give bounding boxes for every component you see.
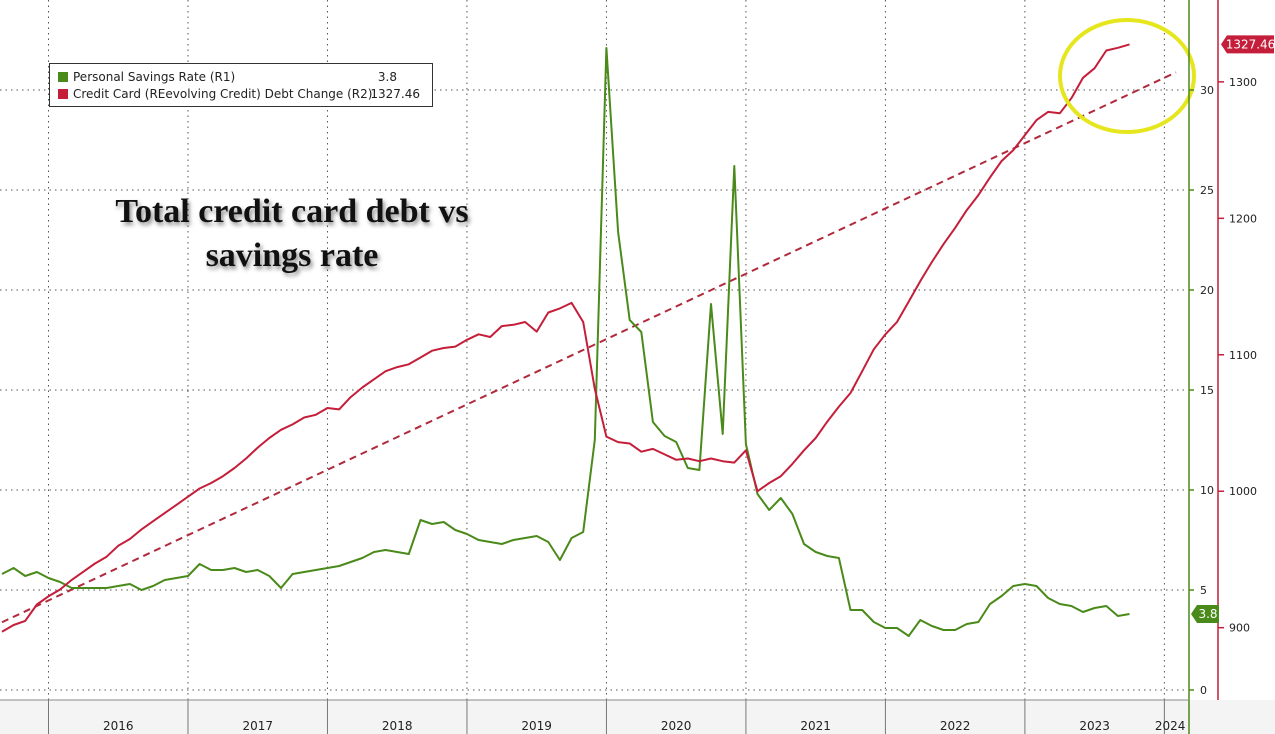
x-tick-label: 2017 bbox=[242, 719, 273, 733]
legend-swatch-savings bbox=[58, 72, 68, 82]
r2-tick-label: 1200 bbox=[1229, 212, 1257, 225]
x-tick-label: 2024 bbox=[1155, 719, 1186, 733]
x-tick-label: 2020 bbox=[661, 719, 692, 733]
r1-tick-label: 30 bbox=[1200, 84, 1214, 97]
credit-last-value-badge-shape bbox=[1221, 35, 1274, 54]
credit-last-value-badge-text: 1327.46 bbox=[1226, 37, 1275, 51]
legend-label-credit: Credit Card (REevolving Credit) Debt Cha… bbox=[73, 87, 373, 101]
legend-item-savings: Personal Savings Rate (R1) 3.8 bbox=[58, 69, 432, 86]
savings-last-value-badge-shape bbox=[1191, 605, 1219, 623]
trend-line-layer bbox=[1, 71, 1177, 624]
x-tick-label: 2021 bbox=[800, 719, 831, 733]
legend-swatch-credit bbox=[58, 89, 68, 99]
legend-value-credit: 1327.46 bbox=[370, 87, 420, 101]
trend-line bbox=[1, 71, 1177, 624]
legend-item-credit: Credit Card (REevolving Credit) Debt Cha… bbox=[58, 86, 432, 103]
r2-tick-label: 1000 bbox=[1229, 485, 1257, 498]
r1-tick-label: 20 bbox=[1200, 284, 1214, 297]
r2-tick-label: 900 bbox=[1229, 622, 1250, 635]
legend-value-savings: 3.8 bbox=[377, 70, 397, 84]
credit-last-value-badge: 1327.46 bbox=[1221, 35, 1275, 54]
legend-label-savings: Personal Savings Rate (R1) bbox=[73, 70, 236, 84]
highlight-circle bbox=[1058, 18, 1196, 134]
savings-last-value-badge-text: 3.8 bbox=[1198, 607, 1217, 621]
plot-background bbox=[0, 700, 1275, 734]
r1-tick-label: 25 bbox=[1200, 184, 1214, 197]
x-axis-band bbox=[0, 700, 1275, 734]
r1-tick-label: 0 bbox=[1200, 684, 1207, 697]
r2-tick-label: 1100 bbox=[1229, 349, 1257, 362]
r1-tick-label: 15 bbox=[1200, 384, 1214, 397]
r1-tick-label: 5 bbox=[1200, 584, 1207, 597]
x-tick-label: 2016 bbox=[103, 719, 134, 733]
credit-card-debt-line bbox=[1, 43, 1130, 633]
savings-last-value-badge: 3.8 bbox=[1191, 605, 1219, 623]
r2-tick-label: 1300 bbox=[1229, 76, 1257, 89]
savings-rate-line bbox=[1, 47, 1130, 637]
chart-title: Total credit card debt vs savings rate bbox=[115, 193, 469, 274]
x-tick-label: 2019 bbox=[521, 719, 552, 733]
series-layer bbox=[1, 43, 1130, 637]
legend: Personal Savings Rate (R1) 3.8 Credit Ca… bbox=[49, 63, 433, 107]
x-tick-label: 2022 bbox=[940, 719, 971, 733]
r1-tick-label: 10 bbox=[1200, 484, 1214, 497]
x-tick-label: 2018 bbox=[382, 719, 413, 733]
x-tick-label: 2023 bbox=[1079, 719, 1110, 733]
